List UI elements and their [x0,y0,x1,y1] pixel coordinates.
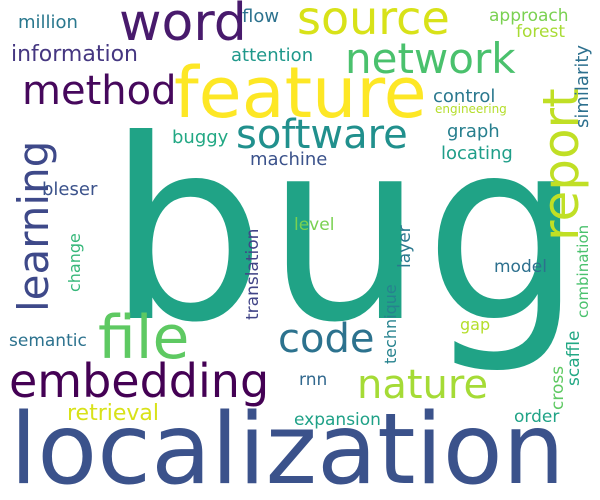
word-engineering: engineering [435,102,507,116]
word-bleser: bleser [42,179,98,200]
word-approach: approach [489,6,569,26]
word-model: model [494,257,547,277]
word-locating: locating [441,143,513,164]
word-embedding: embedding [9,354,269,408]
word-machine: machine [250,149,327,170]
word-gap: gap [460,315,490,334]
word-word: word [119,0,247,53]
word-cross: cross [548,366,568,410]
word-technique: technique [381,284,400,364]
word-forest: forest [516,22,565,42]
word-attention: attention [231,45,313,66]
word-file: file [98,303,189,373]
word-nature: nature [357,362,488,408]
word-code: code [278,316,374,362]
word-software: software [236,112,408,158]
word-control: control [433,86,495,107]
word-feature: feature [174,52,427,134]
word-learning: learning [9,141,58,312]
word-similarity: similarity [572,45,593,128]
word-translation: translation [243,229,263,320]
word-retrieval: retrieval [67,401,159,426]
word-localization: localization [10,393,565,500]
word-buggy: buggy [172,127,229,148]
word-expansion: expansion [294,410,381,430]
word-flow: flow [242,6,279,27]
word-information: information [11,42,138,67]
word-network: network [345,34,516,83]
word-method: method [22,68,176,114]
word-order: order [514,407,559,427]
word-graph: graph [447,121,500,142]
word-rnn: rnn [299,370,327,390]
word-layer: layer [395,225,415,268]
word-million: million [18,12,78,33]
word-source: source [297,0,450,45]
word-combination: combination [574,225,592,318]
word-change: change [65,233,84,292]
word-bug: bug [107,86,583,377]
word-scaffle: scaffle [564,330,584,386]
word-semantic: semantic [9,331,87,351]
word-report: report [532,88,590,241]
word-level: level [294,215,334,235]
